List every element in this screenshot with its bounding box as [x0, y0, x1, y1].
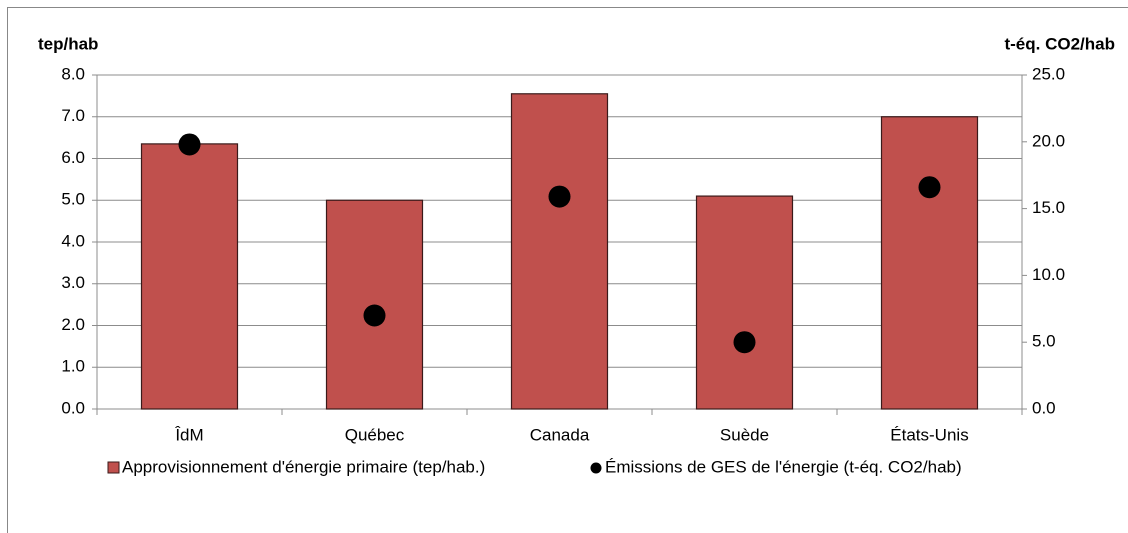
x-tick-label: Canada: [530, 425, 590, 444]
x-tick-label: États-Unis: [890, 425, 968, 444]
x-tick-label: Québec: [345, 425, 405, 444]
y-tick-label: 7.0: [61, 106, 85, 125]
y-tick-label: 6.0: [61, 148, 85, 167]
dot: [733, 331, 756, 354]
y-tick-label: 1.0: [61, 357, 85, 376]
y-tick-label: 2.0: [61, 315, 85, 334]
bar: [695, 195, 794, 410]
dot: [363, 304, 386, 327]
y2-tick-label: 20.0: [1032, 131, 1065, 150]
y2-tick-label: 25.0: [1032, 64, 1065, 83]
x-tick-label: Suède: [720, 425, 769, 444]
y2-tick-label: 10.0: [1032, 265, 1065, 284]
y-axis-title: tep/hab: [38, 34, 98, 53]
legend-label: Émissions de GES de l'énergie (t-éq. CO2…: [605, 457, 962, 476]
y-tick-label: 8.0: [61, 64, 85, 83]
bar: [880, 116, 979, 410]
bar: [140, 143, 239, 410]
y2-tick-label: 15.0: [1032, 198, 1065, 217]
y-tick-label: 4.0: [61, 231, 85, 250]
dot: [548, 185, 571, 208]
x-tick-label: ÎdM: [174, 425, 203, 444]
y2-axis-title: t-éq. CO2/hab: [1004, 34, 1115, 53]
bar: [510, 93, 609, 410]
dot: [178, 133, 201, 156]
legend-swatch: [107, 461, 120, 474]
y-tick-label: 3.0: [61, 273, 85, 292]
legend-swatch: [590, 462, 602, 474]
y2-tick-label: 0.0: [1032, 398, 1056, 417]
y-tick-label: 5.0: [61, 190, 85, 209]
y-tick-label: 0.0: [61, 398, 85, 417]
legend-label: Approvisionnement d'énergie primaire (te…: [122, 457, 485, 476]
dot: [918, 176, 941, 199]
y2-tick-label: 5.0: [1032, 332, 1056, 351]
